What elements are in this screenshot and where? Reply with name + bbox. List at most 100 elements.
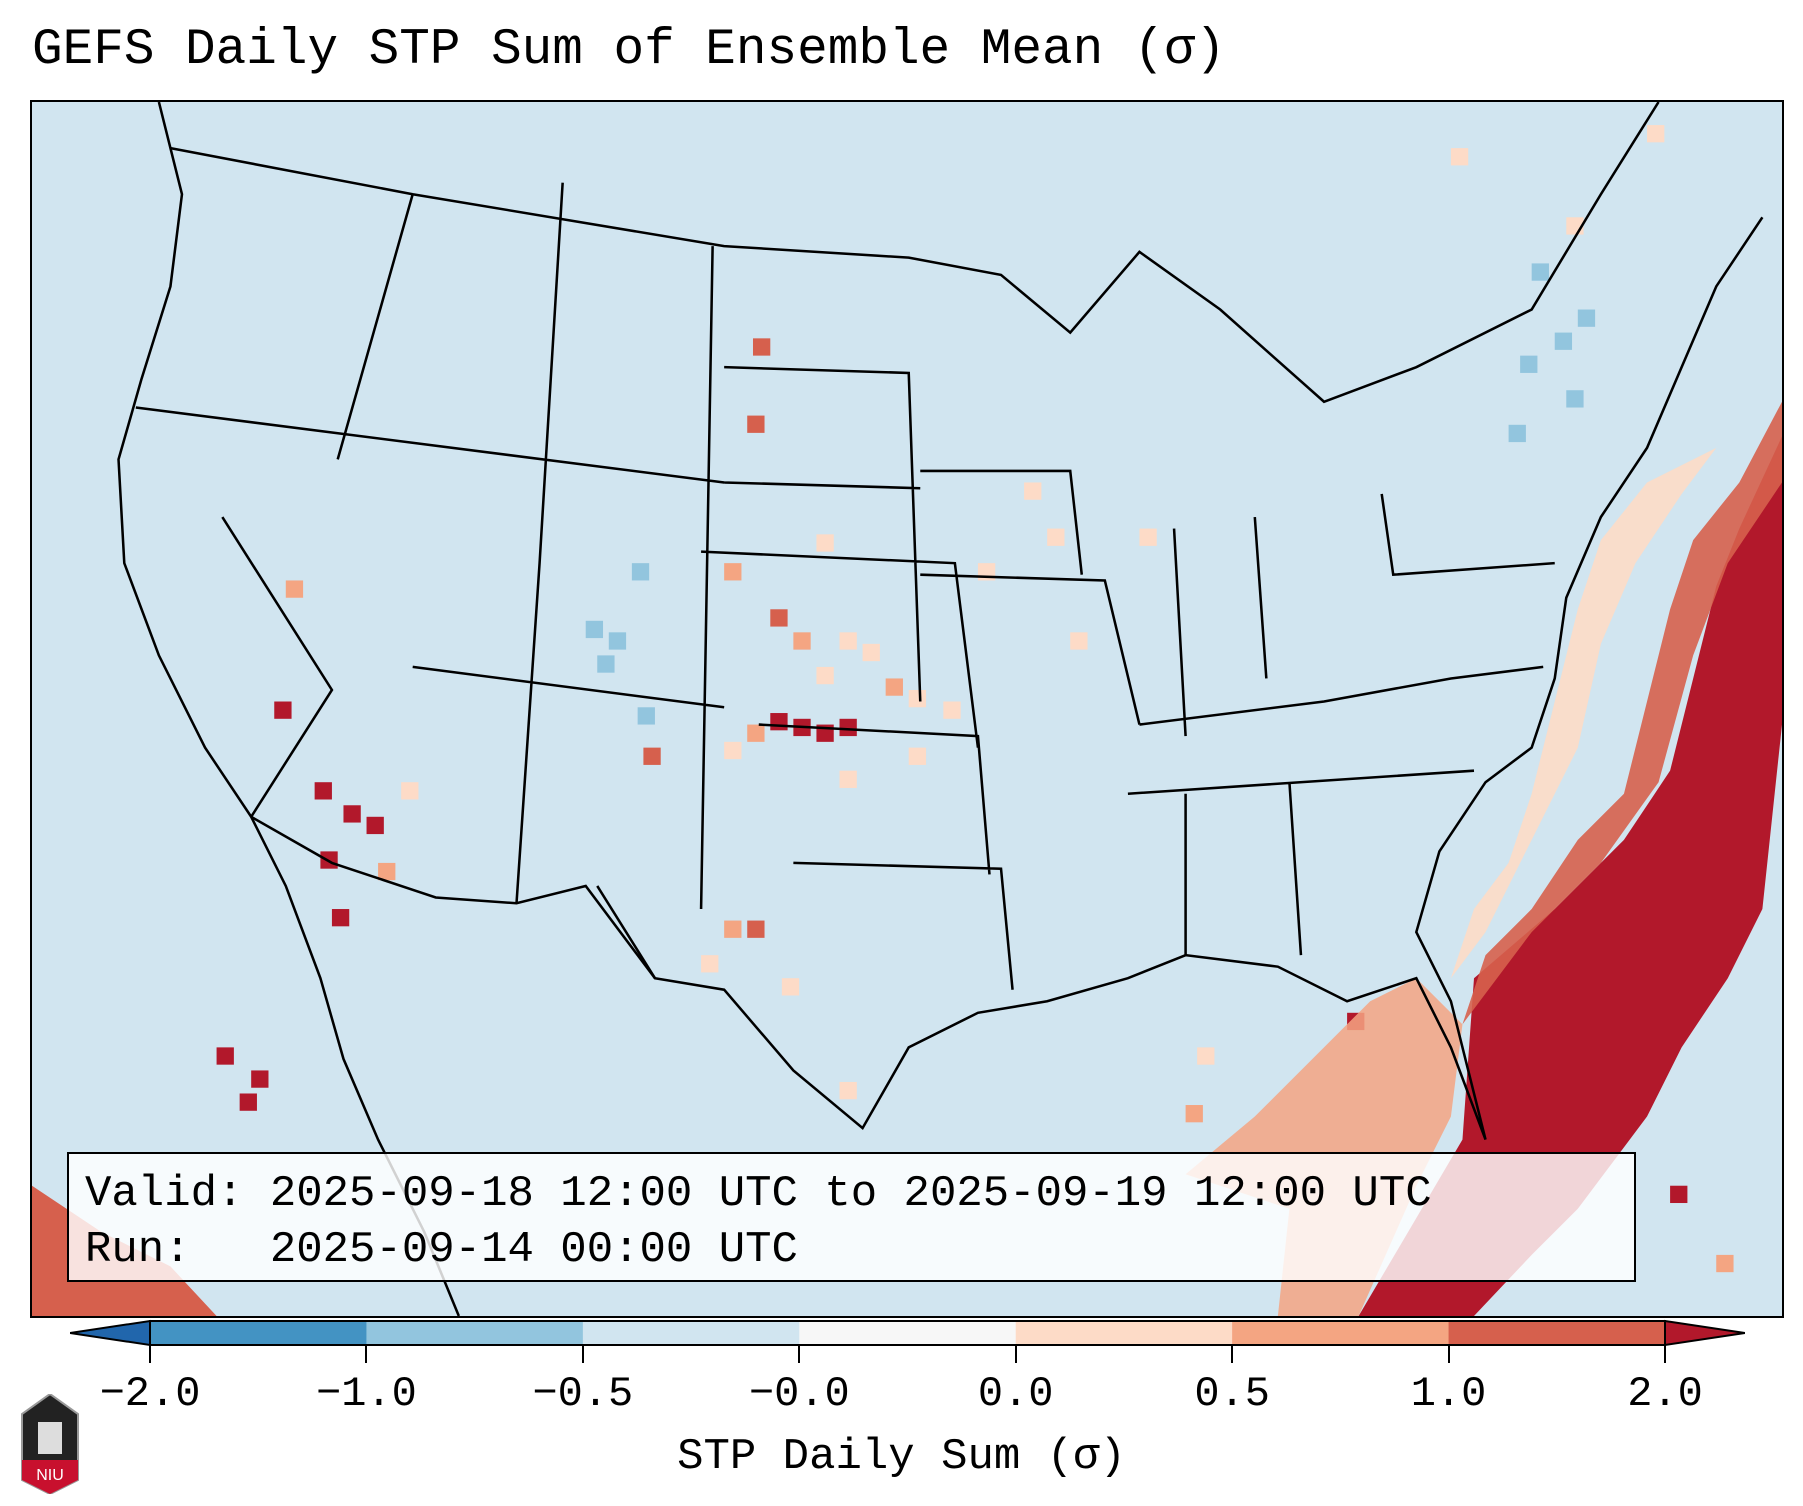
colorbar-tick-mark (1447, 1345, 1450, 1363)
border-canada (170, 102, 1660, 404)
coastline-gulf-east (596, 216, 1764, 1141)
colorbar-tick-mark (1231, 1345, 1234, 1363)
colorbar-segment (1015, 1321, 1233, 1345)
stp-cell (1508, 424, 1526, 443)
stp-cell (1197, 1047, 1215, 1065)
stp-cell (885, 678, 903, 696)
stp-cell (839, 1081, 857, 1100)
colorbar-tick-label: −1.0 (316, 1370, 417, 1418)
colorbar-segment (1232, 1321, 1450, 1345)
colorbar-segment (1448, 1321, 1666, 1345)
stp-cell (908, 747, 927, 765)
stp-cell (747, 724, 765, 742)
stp-region-atlantic-high (1358, 436, 1782, 1316)
stp-map (32, 102, 1782, 1316)
stp-cell (343, 805, 361, 823)
colorbar-tick-mark (1014, 1345, 1017, 1363)
svg-text:NIU: NIU (36, 1467, 64, 1484)
colorbar-tick-mark (1664, 1345, 1666, 1363)
state-lines (135, 182, 1555, 990)
colorbar-tick-label: 0.5 (1194, 1370, 1270, 1418)
stp-cell (701, 955, 719, 973)
stp-cell (1139, 528, 1157, 546)
stp-region-atlantic-mid (1462, 401, 1782, 1025)
colorbar-extend-high (1664, 1319, 1745, 1347)
stp-cell (752, 338, 771, 356)
stp-cell (908, 689, 927, 708)
colorbar-tick-label: −0.5 (532, 1370, 634, 1418)
stp-cell (1070, 632, 1088, 650)
stp-cell (1566, 390, 1584, 408)
stp-cell (1577, 309, 1596, 327)
colorbar-tick-mark (798, 1345, 801, 1363)
stp-cell (1554, 332, 1573, 350)
stp-cell (1716, 1254, 1734, 1273)
colorbar-tick-label: −2.0 (99, 1370, 201, 1418)
stp-cell (378, 862, 396, 881)
stp-cell (285, 580, 304, 598)
stp-cell (724, 563, 742, 581)
colorbar-tick-label: −0.0 (748, 1370, 850, 1418)
stp-region-atlantic-low (1450, 447, 1717, 979)
colorbar-tick-label: 2.0 (1627, 1370, 1703, 1418)
stp-cell (239, 1093, 257, 1111)
stp-cell (637, 707, 655, 725)
border-mexico (250, 815, 656, 979)
stp-cell (631, 563, 650, 581)
stp-cell (770, 609, 788, 627)
stp-cell (1647, 125, 1665, 143)
niu-logo-icon: NIU (21, 1394, 79, 1494)
info-box: Valid: 2025-09-18 12:00 UTC to 2025-09-1… (67, 1152, 1636, 1282)
stp-cell (1047, 528, 1065, 546)
colorbar-segment (799, 1321, 1017, 1345)
colorbar-segment (150, 1321, 367, 1345)
stp-cell (781, 978, 800, 996)
colorbar-tick-label: 0.0 (977, 1370, 1054, 1418)
run-label: Run: (85, 1225, 191, 1275)
stp-cell (366, 816, 384, 835)
colorbar-tick-mark (365, 1345, 368, 1363)
stp-cell (274, 701, 292, 719)
stp-cell (1670, 1185, 1688, 1204)
stp-cell (314, 782, 332, 800)
stp-cell (1531, 263, 1549, 281)
stp-cell (747, 415, 765, 433)
stp-cell (724, 920, 742, 938)
stp-cell (770, 713, 788, 731)
stp-cell (724, 741, 742, 760)
boundaries (117, 102, 1764, 1316)
stp-cell (1450, 148, 1469, 166)
colorbar-segment (582, 1321, 800, 1345)
stp-cell (331, 909, 350, 927)
colorbar-label: STP Daily Sum (σ) (677, 1432, 1126, 1482)
colorbar-extend-low (70, 1319, 151, 1347)
stp-cell (401, 782, 419, 800)
stp-cell (839, 770, 857, 788)
stp-cell (643, 747, 661, 765)
stp-cell (816, 534, 834, 552)
stp-cell (1024, 482, 1042, 500)
stp-cell (216, 1047, 234, 1065)
stp-cell (251, 1070, 269, 1088)
stp-cell (747, 920, 765, 938)
valid-label: Valid: (85, 1169, 244, 1219)
stp-cell (1185, 1105, 1203, 1123)
colorbar-tick-mark (149, 1345, 151, 1363)
map-panel (30, 100, 1784, 1318)
colorbar (70, 1319, 1745, 1347)
chart-title: GEFS Daily STP Sum of Ensemble Mean (σ) (32, 22, 1226, 79)
colorbar-tick-mark (581, 1345, 584, 1363)
stp-cell (862, 643, 880, 662)
stp-cell (816, 666, 834, 685)
stp-cell (943, 701, 961, 719)
colorbar-tick-label: 1.0 (1410, 1370, 1487, 1418)
valid-value: 2025-09-18 12:00 UTC to 2025-09-19 12:00… (269, 1169, 1432, 1219)
colorbar-segment (366, 1321, 584, 1345)
stp-cell (597, 655, 615, 673)
stp-cell (608, 632, 627, 650)
coastline-west (117, 102, 461, 1316)
run-value: 2025-09-14 00:00 UTC (269, 1225, 798, 1275)
stp-cell (793, 632, 811, 650)
stp-cell (1520, 355, 1538, 373)
stp-cell (839, 632, 857, 650)
